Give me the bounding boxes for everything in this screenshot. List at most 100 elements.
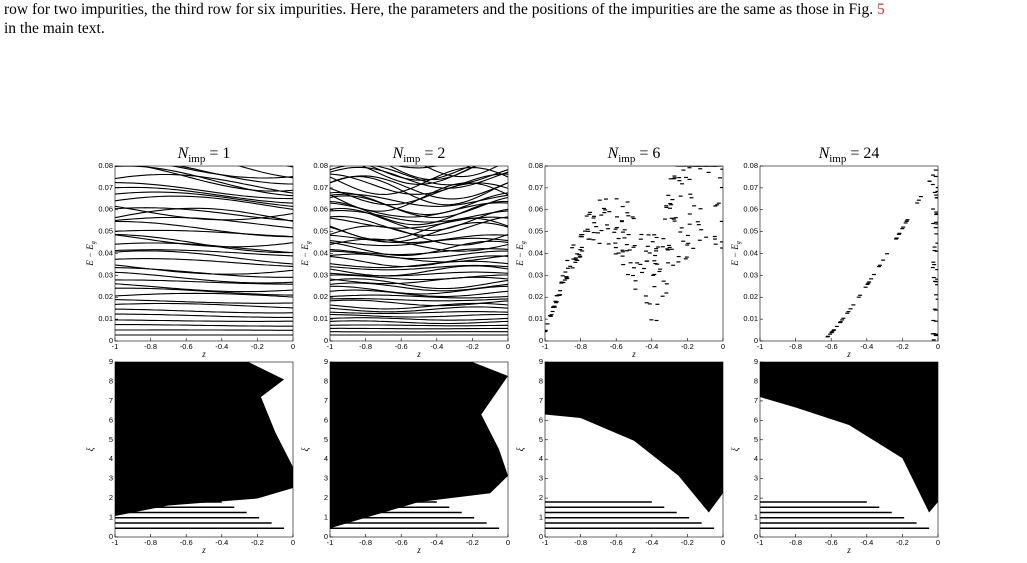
y-tick-label: 0.07 — [528, 183, 543, 192]
level — [115, 220, 293, 238]
y-axis-label-base: ξ — [300, 447, 310, 451]
subplot: -1 -0.8 -0.6 -0.4 -0.2 0 0 1 2 3 4 5 6 7 8 9 z ξ — [300, 357, 510, 555]
spectrum — [825, 169, 938, 341]
x-tick-label: 0 — [721, 342, 725, 351]
x-tick-label: -0.6 — [825, 342, 838, 351]
y-axis-label-base: ξ — [730, 447, 740, 451]
y-tick-label: 5 — [754, 435, 758, 444]
y-tick-label: 4 — [324, 454, 328, 463]
x-tick-label: -0.4 — [215, 538, 228, 547]
level — [330, 175, 508, 206]
y-tick-label: 9 — [754, 357, 758, 366]
x-tick-label: -1 — [112, 538, 119, 547]
y-tick-label: 0.03 — [98, 270, 113, 279]
y-tick-label: 2 — [109, 493, 113, 502]
level — [115, 302, 293, 309]
level — [330, 237, 508, 247]
x-tick-label: -0.8 — [574, 538, 587, 547]
level — [115, 182, 293, 200]
x-tick-label: -0.4 — [430, 538, 443, 547]
x-tick-label: -0.2 — [896, 342, 909, 351]
subplot-title: Nimp = 2 — [392, 145, 446, 165]
y-tick-label: 7 — [324, 396, 328, 405]
x-tick-label: 0 — [506, 342, 510, 351]
y-tick-label: 3 — [109, 474, 113, 483]
x-tick-label: -0.6 — [825, 538, 838, 547]
y-axis-label: ξ — [515, 447, 525, 451]
level — [115, 324, 293, 327]
spectrum — [330, 166, 508, 336]
spectrum — [115, 166, 293, 336]
y-tick-label: 0.01 — [313, 314, 328, 323]
level — [115, 292, 293, 298]
level — [330, 217, 508, 241]
subplot: -1 -0.8 -0.6 -0.4 -0.2 0 0 1 2 3 4 5 6 7 8 9 z ξ — [730, 357, 940, 555]
level — [115, 313, 293, 318]
subplot: -1 -0.8 -0.6 -0.4 -0.2 0 0 0.01 0.02 0.03 0.04 0.05… — [730, 145, 940, 359]
x-tick-label: -1 — [757, 342, 764, 351]
y-tick-label: 3 — [539, 474, 543, 483]
x-tick-label: 0 — [291, 342, 295, 351]
y-tick-label: 0.07 — [743, 183, 758, 192]
axes-frame — [544, 361, 724, 538]
level — [115, 173, 293, 194]
figure-link[interactable]: 5 — [876, 1, 885, 18]
y-tick-label: 5 — [109, 435, 113, 444]
y-tick-label: 0.01 — [98, 314, 113, 323]
y-tick-label: 6 — [324, 415, 328, 424]
level — [330, 264, 508, 271]
x-tick-label: -0.6 — [395, 342, 408, 351]
y-tick-label: 0 — [324, 532, 328, 541]
level — [115, 271, 293, 284]
spectrum-region — [330, 362, 508, 529]
x-tick-label: 0 — [291, 538, 295, 547]
level — [115, 287, 293, 296]
x-tick-label: -0.4 — [860, 538, 873, 547]
title-rest: = 2 — [424, 145, 445, 162]
x-tick-label: -0.8 — [144, 538, 157, 547]
y-tick-label: 0.08 — [98, 161, 113, 170]
x-axis-label: z — [631, 349, 636, 359]
level — [330, 250, 508, 260]
title-base: N — [607, 145, 620, 162]
level — [330, 274, 508, 281]
level — [369, 166, 472, 181]
level — [115, 249, 293, 257]
y-tick-label: 0.02 — [98, 292, 113, 301]
y-tick-label: 0.08 — [313, 161, 328, 170]
axes-frame — [759, 361, 939, 538]
y-tick-label: 4 — [109, 454, 113, 463]
y-tick-label: 9 — [324, 357, 328, 366]
x-tick-label: -0.4 — [430, 342, 443, 351]
x-tick-label: -0.8 — [789, 342, 802, 351]
x-axis-label: z — [201, 545, 206, 555]
y-tick-label: 0.05 — [528, 227, 543, 236]
y-tick-label: 0 — [109, 532, 113, 541]
y-axis-label: E − Eg — [300, 241, 312, 267]
y-tick-label: 0.06 — [743, 205, 758, 214]
level — [330, 238, 508, 252]
spectrum — [545, 362, 723, 529]
spectrum — [115, 362, 293, 529]
x-tick-label: -0.8 — [574, 342, 587, 351]
y-tick-label: 4 — [539, 454, 543, 463]
caption-text: row for two impurities, the third row fo… — [4, 1, 874, 18]
y-axis-label: ξ — [300, 447, 310, 451]
y-tick-label: 0.02 — [313, 292, 328, 301]
title-sub: imp — [829, 153, 847, 165]
caption-text: in the main text. — [4, 20, 105, 37]
x-tick-label: -0.8 — [359, 538, 372, 547]
level — [330, 299, 508, 307]
title-rest: = 24 — [850, 145, 879, 162]
y-tick-label: 0.03 — [528, 270, 543, 279]
y-tick-label: 6 — [754, 415, 758, 424]
level — [330, 278, 508, 290]
y-tick-label: 0.07 — [98, 183, 113, 192]
level — [115, 308, 293, 314]
y-axis-label-base: E − E — [730, 244, 740, 267]
y-tick-label: 8 — [539, 376, 543, 385]
spectrum — [330, 362, 508, 529]
level — [396, 166, 439, 169]
spectrum-region — [760, 362, 938, 513]
